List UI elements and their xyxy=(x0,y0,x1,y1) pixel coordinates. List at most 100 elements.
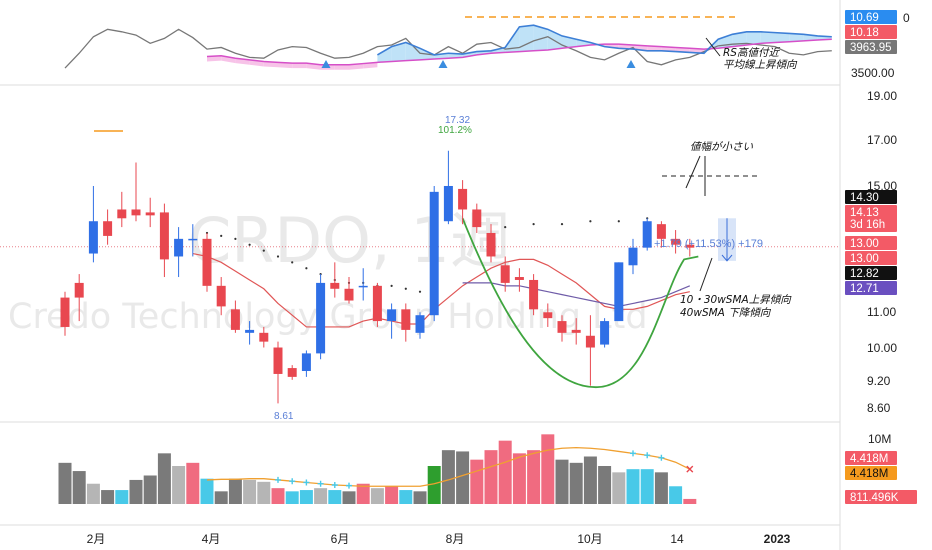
annotation-small-range: 値幅が小さい xyxy=(690,141,753,153)
x-tick-label: 2月 xyxy=(87,532,106,546)
price-badge-purple-text: 12.71 xyxy=(850,283,879,295)
price-badge-black-text: 12.82 xyxy=(850,268,879,280)
right-axis: 19.00 17.00 15.00 11.00 10.00 9.20 8.60 3500.00… xyxy=(845,10,917,504)
sma40-dot xyxy=(234,237,237,240)
volume-bar xyxy=(115,490,129,504)
candle-body xyxy=(273,347,283,374)
dot-marker xyxy=(560,223,564,226)
y-tick-label: 19.00 xyxy=(867,89,897,103)
candle-body xyxy=(358,285,368,288)
y-tick-label: 15.00 xyxy=(867,179,897,193)
y-tick-label: 10.00 xyxy=(867,341,897,355)
price-badge-purple xyxy=(845,281,897,295)
volume-bar xyxy=(640,469,654,504)
x-tick-label: 14 xyxy=(670,532,684,546)
volume-badge-pink-text: 811.496K xyxy=(850,492,899,504)
volume-marker xyxy=(644,452,651,459)
volume-bar xyxy=(385,486,399,504)
triangle-up-icon xyxy=(438,60,448,68)
volume-bar xyxy=(512,453,526,504)
candle-body xyxy=(543,312,553,319)
annotation-rs-high: RS高値付近 xyxy=(723,47,780,59)
candle-body xyxy=(174,238,184,257)
candle-body xyxy=(685,244,695,248)
volume-bar xyxy=(86,483,100,504)
volume-bar xyxy=(612,472,626,504)
rs-fill-segment xyxy=(263,61,278,68)
volume-bar xyxy=(299,490,313,504)
volume-badge-orange-text: 4.418M xyxy=(850,468,888,480)
volume-bar xyxy=(285,491,299,504)
rs-fill-segment xyxy=(377,46,392,63)
price-badge-red xyxy=(845,251,897,265)
candle-body xyxy=(330,282,340,289)
volume-bar xyxy=(101,490,115,504)
sma30-line xyxy=(462,282,691,308)
volume-marker xyxy=(303,479,310,486)
candle-body xyxy=(159,212,169,260)
volume-bar xyxy=(214,491,228,504)
rs-fill-segment xyxy=(391,42,406,62)
low-label: 8.61 xyxy=(274,411,294,422)
dot-marker xyxy=(504,225,507,229)
measure-arrow-head xyxy=(721,254,733,262)
volume-badge-pink xyxy=(845,490,917,504)
candle-body xyxy=(557,321,567,333)
x-tick-label: 2023 xyxy=(764,532,791,546)
volume-bar xyxy=(569,462,583,504)
volume-panel xyxy=(58,434,697,504)
volume-bar xyxy=(527,450,541,504)
annotation-sma-rising: 10・30wSMA上昇傾向 xyxy=(680,294,792,306)
y-tick-label: 8.60 xyxy=(867,401,891,415)
sma40-dot xyxy=(418,290,422,293)
price-badge-black xyxy=(845,190,897,204)
watermark-ticker: CRDO, 1週 xyxy=(188,204,512,277)
candle-body xyxy=(301,353,311,372)
measure-label: +1.79 (+11.53%) +179 xyxy=(654,238,763,250)
x-tick-label: 6月 xyxy=(331,532,350,546)
sma40-dot xyxy=(404,287,407,290)
x-axis: 2月 4月 6月 8月 10月 14 2023 xyxy=(87,532,791,546)
candle-body xyxy=(600,321,610,345)
volume-bar xyxy=(583,456,597,504)
volume-bar xyxy=(654,472,668,504)
candle-body xyxy=(472,209,482,228)
volume-bar xyxy=(370,488,384,504)
volume-bar xyxy=(669,486,683,504)
volume-marker xyxy=(289,478,296,485)
rs-badge-blue-text: 10.69 xyxy=(850,12,879,24)
candle-body xyxy=(614,262,624,322)
rs-badge-gray-text: 3963.95 xyxy=(850,42,892,54)
y-tick-label: 9.20 xyxy=(867,374,891,388)
dot-marker xyxy=(532,223,535,226)
volume-bar xyxy=(427,466,441,504)
candle-body xyxy=(60,297,70,327)
y-tick-label: 17.00 xyxy=(867,133,897,147)
candle-body xyxy=(571,329,581,333)
volume-bar xyxy=(129,479,143,504)
volume-bar xyxy=(314,488,328,504)
candle-body xyxy=(344,288,354,301)
volume-bar xyxy=(271,488,285,504)
volume-bar xyxy=(243,479,257,504)
cup-curve xyxy=(461,217,699,389)
volume-bar xyxy=(72,471,86,504)
sma40-dot xyxy=(305,267,308,270)
volume-bar xyxy=(456,451,470,504)
candle-body xyxy=(656,224,666,239)
volume-marker xyxy=(658,454,665,461)
candle-body xyxy=(628,247,638,266)
rs-badge-red xyxy=(845,25,897,39)
rs-fill-segment xyxy=(334,64,349,70)
volume-marker xyxy=(317,480,324,487)
volume-badge-orange xyxy=(845,466,897,480)
candle-body xyxy=(145,212,155,216)
sma40-dot xyxy=(276,255,280,258)
volume-bar xyxy=(186,462,200,504)
rs-badge-red-text: 10.18 xyxy=(850,27,879,39)
volume-badge-red-text: 4.418M xyxy=(850,453,888,465)
candle-body xyxy=(585,335,595,348)
candle-body xyxy=(500,265,510,283)
rs-fill-segment xyxy=(207,55,222,62)
volume-marker xyxy=(331,482,338,488)
